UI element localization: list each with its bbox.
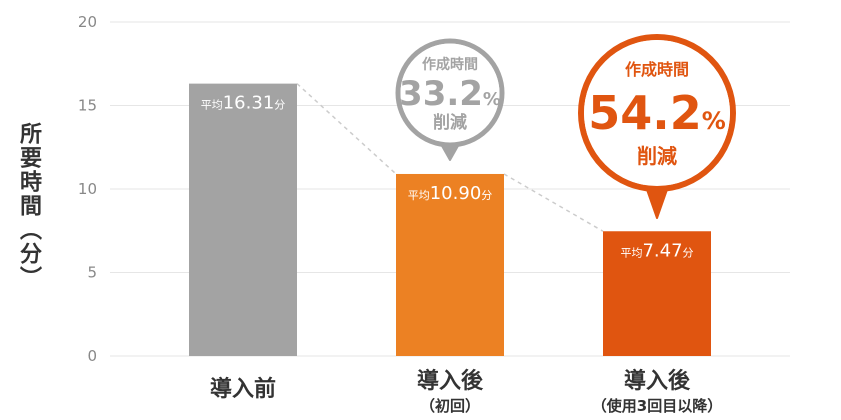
- y-axis-ticks: 0 5 10 15 20: [78, 13, 97, 365]
- y-tick-0: 0: [87, 347, 97, 365]
- callout-1-top: 作成時間: [625, 60, 689, 79]
- y-tick-3: 15: [78, 97, 97, 115]
- bars: [189, 83, 711, 357]
- callout-1-value: 54.2%: [588, 86, 726, 140]
- bar-2: [603, 231, 711, 356]
- trend-line-2: [503, 173, 604, 232]
- trend-line-1: [296, 83, 397, 175]
- callout-1: 作成時間 54.2% 削減: [578, 34, 736, 219]
- x-sublabel-1: （初回）: [420, 397, 480, 415]
- callout-0-top: 作成時間: [422, 56, 478, 73]
- data-label-0: 平均16.31分: [201, 93, 286, 114]
- x-axis-labels: 導入前 導入後 （初回） 導入後 （使用3回目以降）: [210, 368, 722, 415]
- x-label-0: 導入前: [210, 376, 276, 402]
- x-label-1: 導入後: [417, 368, 484, 394]
- y-tick-2: 10: [78, 180, 97, 198]
- callout-0-bottom: 削減: [433, 112, 467, 133]
- y-axis-label: 所要時間（分）: [16, 122, 41, 290]
- data-label-1: 平均10.90分: [408, 183, 493, 204]
- callout-1-bottom: 削減: [637, 144, 677, 168]
- y-tick-1: 5: [87, 264, 97, 282]
- callout-0-value: 33.2%: [399, 74, 501, 114]
- bar-0: [189, 83, 297, 357]
- bar-1: [396, 173, 504, 356]
- y-tick-4: 20: [78, 13, 97, 31]
- data-label-2: 平均7.47分: [620, 240, 693, 261]
- x-label-2: 導入後: [624, 368, 691, 394]
- x-sublabel-2: （使用3回目以降）: [592, 397, 722, 415]
